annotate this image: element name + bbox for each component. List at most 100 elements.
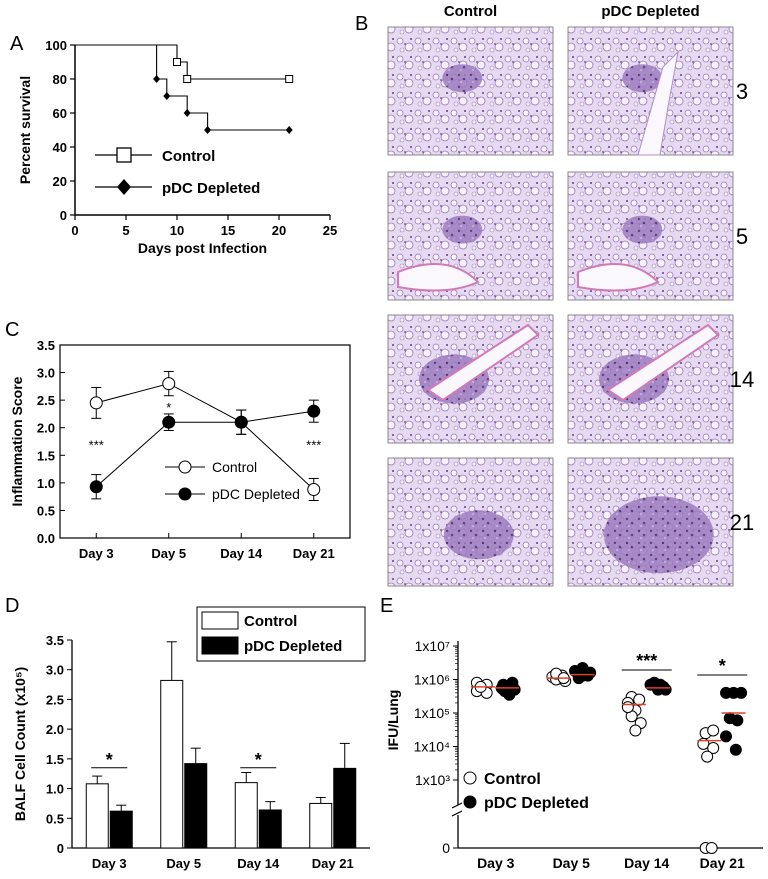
column-label-control: Control [444,3,497,20]
x-tick-label: Day 14 [624,855,669,871]
legend-swatch [201,636,239,655]
significance-label: * [719,656,726,676]
axis-break [451,810,463,817]
survival-marker [183,109,191,117]
survival-marker [285,75,294,83]
legend-label: Control [162,148,215,165]
legend-label: Control [212,459,257,475]
x-tick-label: 25 [323,223,337,238]
y-tick-label: 1x10⁵ [414,705,450,721]
legend-marker [116,147,132,163]
data-point [629,724,642,737]
y-tick-label: 0 [60,208,67,223]
data-point [89,480,103,494]
inflammatory-infiltrate [603,496,714,574]
significance-label: * [106,750,113,770]
x-tick-label: Day 21 [312,856,354,871]
y-tick-label: 2.5 [37,393,55,408]
inflammatory-infiltrate [442,215,483,244]
legend-label: Control [484,771,541,788]
histology-image [387,26,554,156]
x-tick-label: Day 5 [166,856,201,871]
data-point [503,688,516,701]
x-tick-label: Day 14 [220,546,263,561]
significance-label: *** [306,437,321,452]
y-tick-label: 2.5 [46,692,64,707]
x-tick-label: Day 21 [293,546,335,561]
series-line [95,410,314,488]
y-tick-label: 1.0 [46,782,64,797]
y-tick-label: 2.0 [37,421,55,436]
airway-lumen [577,263,660,292]
x-tick-label: Day 14 [237,856,280,871]
data-point [707,742,720,755]
y-tick-label: 1.5 [46,752,64,767]
x-tick-label: 5 [122,223,129,238]
y-tick-label: 1x10⁶ [414,672,450,688]
y-tick-label: 2.0 [46,722,64,737]
data-point [729,743,742,756]
legend-label: pDC Depleted [484,795,589,812]
y-tick-label: 1x10³ [415,772,450,788]
significance-label: *** [636,651,657,671]
data-point [307,482,321,496]
survival-line-control [75,44,290,80]
bar [85,783,109,849]
bar [160,679,184,849]
data-point [621,701,634,714]
data-point [735,686,748,699]
legend-swatch [201,611,239,630]
legend-marker [117,179,131,195]
y-axis-title: Percent survival [17,76,33,184]
y-tick-label: 3.0 [46,663,64,678]
x-tick-label: 0 [71,223,78,238]
series-line [96,383,315,490]
data-point [701,750,714,763]
y-tick-label: 0.5 [46,811,64,826]
data-point [576,669,589,682]
column-label-pdc: pDC Depleted [601,3,699,20]
legend-label: pDC Depleted [162,180,260,197]
legend-label: pDC Depleted [212,486,300,502]
y-tick-label: 3.0 [37,366,55,381]
airway-lumen [397,263,480,292]
airway-lumen [606,323,720,402]
survival-marker [173,58,181,66]
x-tick-label: 10 [170,223,184,238]
data-point [234,415,248,429]
day-label: 3 [736,79,748,104]
y-tick-label: 100 [45,38,67,53]
significance-label: *** [89,437,104,452]
data-point [705,842,718,854]
day-label: 5 [736,224,748,249]
panel-label-b: B [355,13,368,35]
chart-e-ifu: 1x10³ 1x10⁴ 1x10⁵ 1x10⁶ 1x10⁷ 0 Day 3 Day 5 Day … [385,638,763,871]
survival-marker [285,126,293,134]
bar [258,809,282,849]
inflammatory-infiltrate [622,215,663,244]
survival-marker [153,75,161,83]
chart-a-survival: 0 5 10 15 20 25 0 20 40 60 80 100 Days post Infectio… [17,38,337,256]
bar [184,763,208,849]
x-tick-label: Day 5 [151,546,186,561]
survival-line-pdc [75,44,290,131]
panel-label-e: E [380,595,393,617]
bar [309,802,333,849]
y-tick-label: 60 [53,106,67,121]
data-point [731,714,744,727]
y-tick-label: 40 [53,140,67,155]
inflammatory-infiltrate [622,64,663,93]
y-tick-label: 0 [57,841,64,856]
y-tick-label: 1x10⁷ [415,638,450,654]
legend-marker [463,795,477,809]
inflammatory-infiltrate [443,510,514,560]
y-tick-label: 3.5 [46,633,64,648]
bar [234,782,258,849]
panel-label-d: D [5,595,19,617]
data-point [162,415,176,429]
y-tick-label: 0.0 [37,531,55,546]
airway-lumen [426,323,540,402]
y-tick-label: 1.0 [37,476,55,491]
bar [109,810,133,849]
